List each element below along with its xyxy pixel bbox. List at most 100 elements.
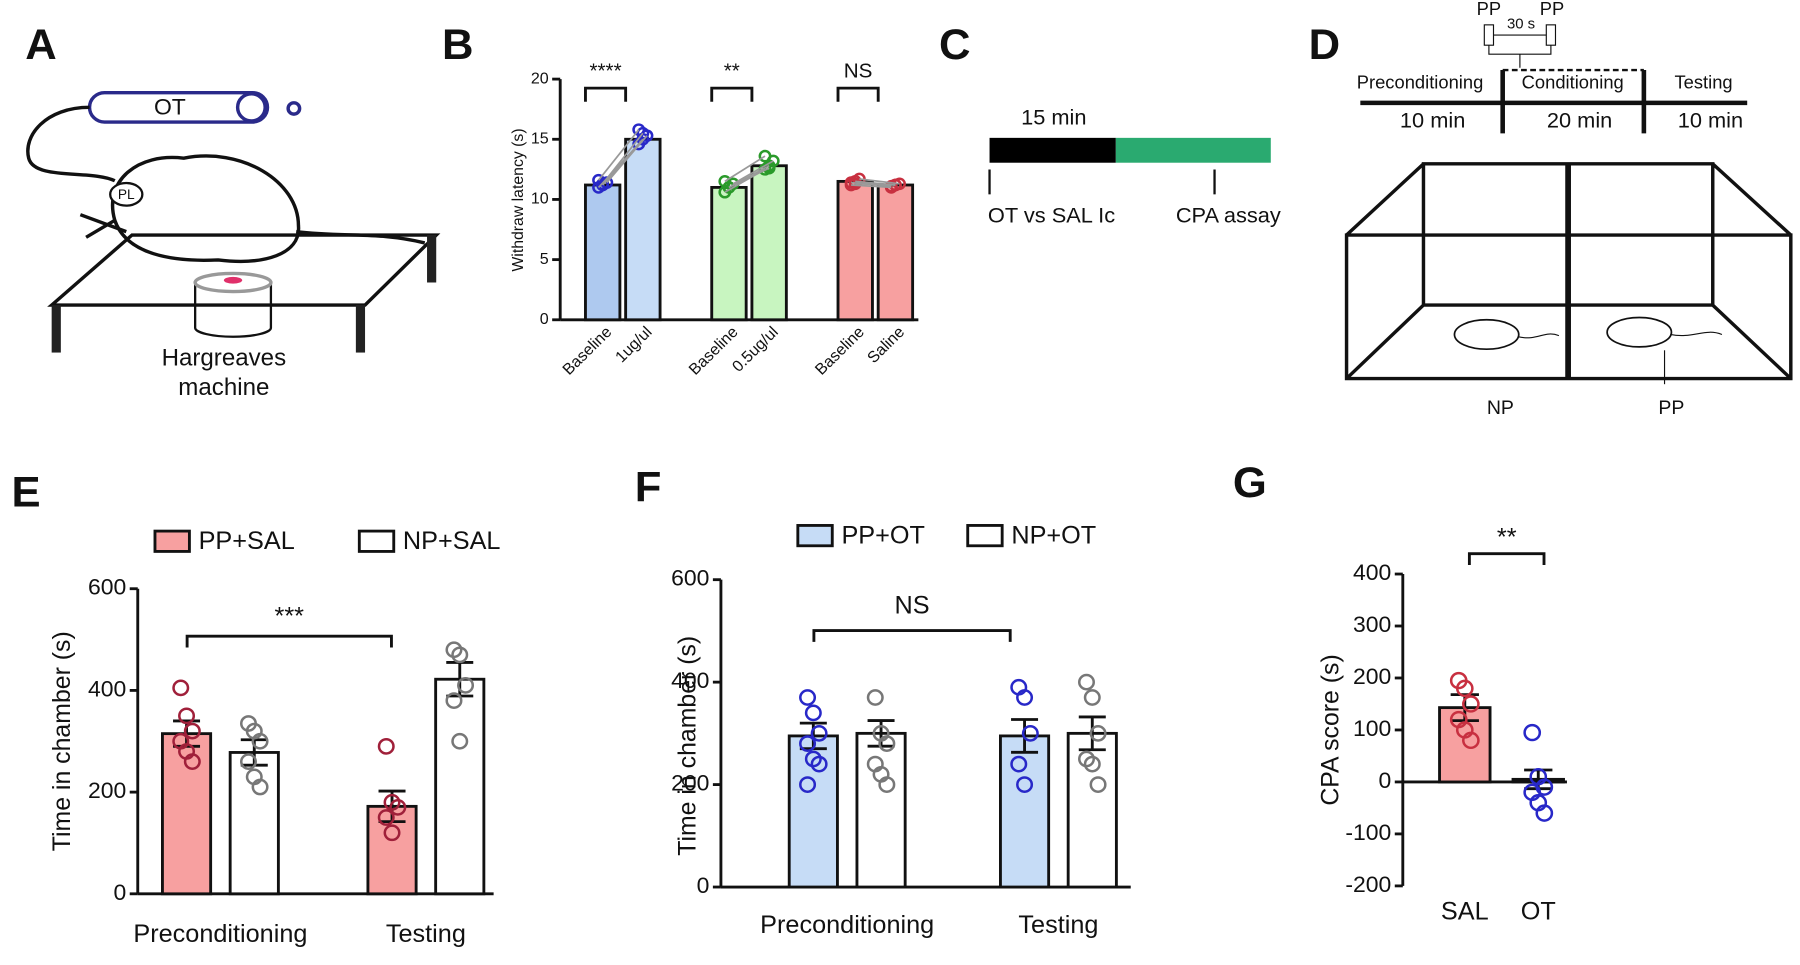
stimulus-box xyxy=(1483,24,1495,46)
bar xyxy=(161,732,213,896)
data-point xyxy=(178,707,196,725)
significance-label: **** xyxy=(589,60,621,83)
table-leg xyxy=(427,235,437,283)
data-point xyxy=(1535,804,1554,822)
mouse-tail xyxy=(1670,331,1723,337)
rat-tail xyxy=(295,229,426,245)
significance-label: ** xyxy=(1497,524,1517,552)
rat-whiskers xyxy=(79,213,127,239)
table xyxy=(47,233,441,307)
table-leg xyxy=(51,305,61,353)
device-top xyxy=(193,271,273,294)
significance-label: NS xyxy=(895,592,930,620)
pair-line xyxy=(602,138,644,186)
pair-line xyxy=(855,182,896,186)
mouse-tail xyxy=(1517,333,1560,339)
data-point xyxy=(636,126,650,140)
data-point xyxy=(389,799,407,816)
data-point xyxy=(878,776,896,793)
cannula-tip xyxy=(286,101,302,116)
significance-bracket xyxy=(584,86,628,102)
bar xyxy=(1066,731,1118,889)
bar xyxy=(750,164,788,322)
data-point xyxy=(457,676,475,694)
data-point xyxy=(1089,724,1107,742)
diagram-a: OT PL Hargreaves machine xyxy=(26,90,441,401)
x-tick-label: Testing xyxy=(1018,911,1098,939)
data-point xyxy=(1455,679,1474,698)
legend-swatch xyxy=(153,529,191,553)
x-tick-label: Testing xyxy=(386,920,466,948)
duration-label: 10 min xyxy=(1678,108,1743,133)
mouse xyxy=(1453,318,1520,351)
y-tick-label: 10 xyxy=(531,191,549,208)
interval-label: 30 s xyxy=(1507,17,1535,33)
significance-label: NS xyxy=(844,60,873,83)
bar xyxy=(876,183,915,322)
assay-phase xyxy=(1115,137,1271,163)
y-tick-label: 600 xyxy=(671,565,709,591)
stimulus-box xyxy=(1545,24,1557,46)
chart: -200 -100 0 100 200 300 400 CPA score (s) SAL OT *… xyxy=(1316,524,1567,926)
data-point xyxy=(445,692,463,709)
data-point xyxy=(799,776,817,793)
y-tick-label: 100 xyxy=(1353,715,1391,741)
y-tick-label: 400 xyxy=(671,667,709,693)
legend-swatch xyxy=(796,524,834,548)
bar xyxy=(584,183,622,322)
data-point xyxy=(377,809,395,826)
y-tick-label: 400 xyxy=(1353,559,1391,585)
data-point xyxy=(1462,695,1480,713)
y-tick-label: 600 xyxy=(88,574,126,600)
y-tick-label: 200 xyxy=(1353,663,1391,689)
data-point xyxy=(799,689,817,706)
data-point xyxy=(1016,689,1034,706)
rat-body xyxy=(111,154,301,263)
pair-line xyxy=(851,184,892,189)
data-point xyxy=(596,177,610,191)
significance-bracket xyxy=(836,86,880,102)
x-tick-label: Saline xyxy=(864,324,908,367)
pair-line xyxy=(606,135,648,184)
panel-label: F xyxy=(635,464,662,512)
data-point xyxy=(383,824,401,842)
y-tick-label: 0 xyxy=(697,872,710,898)
wire xyxy=(26,105,116,183)
data-point xyxy=(878,735,896,752)
bar xyxy=(624,137,662,322)
data-point xyxy=(251,732,269,750)
chamber-label: PP xyxy=(1658,397,1684,419)
tube-label: OT xyxy=(154,94,186,120)
legend-label: PP+OT xyxy=(841,521,924,549)
diagram-d: PP PP 30 s Preconditioning Conditioning … xyxy=(1344,0,1793,419)
bar xyxy=(836,179,874,322)
y-tick-label: 20 xyxy=(531,70,549,87)
x-tick-label: 1ug/ul xyxy=(613,324,656,366)
x-tick-label: Baseline xyxy=(812,324,868,379)
y-axis-label: Withdraw latency (s) xyxy=(510,128,527,271)
data-point xyxy=(1016,776,1034,793)
data-point xyxy=(1078,673,1095,691)
pair-line xyxy=(597,129,640,181)
data-point xyxy=(183,722,201,740)
region-label: PL xyxy=(118,187,135,202)
y-tick-label: 5 xyxy=(540,251,549,268)
y-axis-label: Time in chamber (s) xyxy=(48,631,76,851)
data-point xyxy=(1083,689,1101,706)
panel-label: D xyxy=(1309,21,1340,69)
bar xyxy=(228,751,280,896)
significance-bracket xyxy=(710,86,754,102)
data-point xyxy=(451,646,469,664)
duration-label: 20 min xyxy=(1547,108,1612,133)
bar xyxy=(434,677,486,896)
y-tick-label: 200 xyxy=(88,777,126,803)
x-tick-label: SAL xyxy=(1441,898,1489,926)
y-tick-label: 200 xyxy=(671,770,709,796)
bar xyxy=(787,734,839,889)
y-tick-label: -100 xyxy=(1345,819,1391,845)
data-point xyxy=(1010,755,1028,773)
device-label: Hargreaves xyxy=(162,345,287,372)
data-point xyxy=(1462,731,1480,750)
